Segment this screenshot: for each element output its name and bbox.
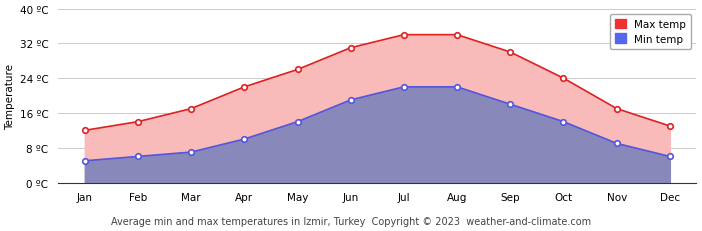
Legend: Max temp, Min temp: Max temp, Min temp	[610, 15, 691, 50]
Y-axis label: Temperature: Temperature	[6, 63, 15, 129]
Text: Average min and max temperatures in Izmir, Turkey  Copyright © 2023  weather-and: Average min and max temperatures in Izmi…	[111, 216, 591, 226]
